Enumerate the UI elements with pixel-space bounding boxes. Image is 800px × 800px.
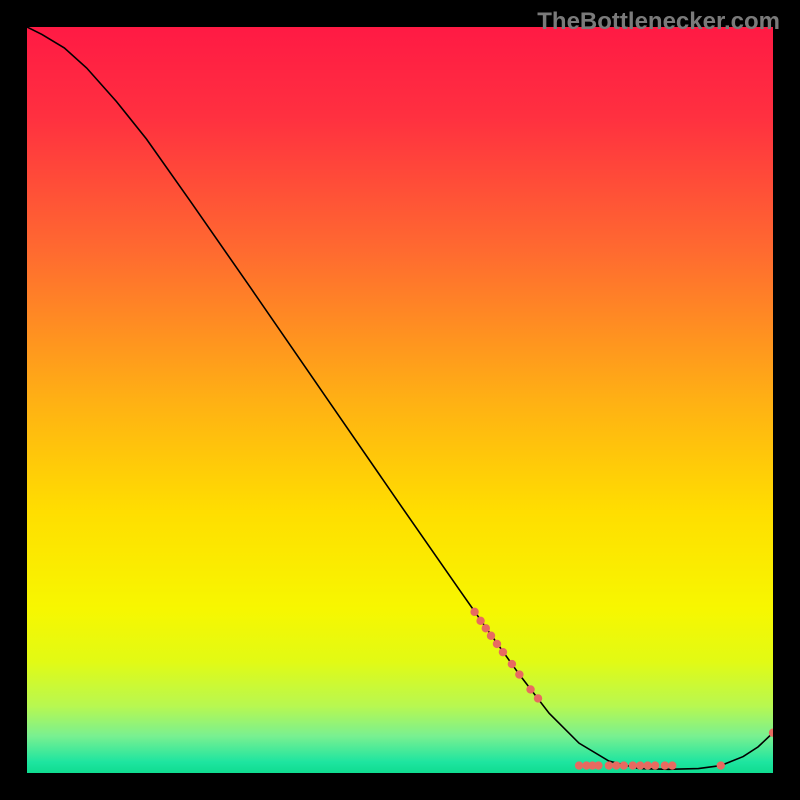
- data-point: [594, 761, 602, 769]
- data-point: [534, 694, 542, 702]
- data-point: [636, 761, 644, 769]
- data-point: [620, 761, 628, 769]
- data-point: [717, 761, 725, 769]
- data-point: [651, 761, 659, 769]
- data-point: [643, 761, 651, 769]
- data-point: [668, 761, 676, 769]
- data-point: [515, 670, 523, 678]
- data-point: [470, 608, 478, 616]
- chart-background: [27, 27, 773, 773]
- data-point: [612, 761, 620, 769]
- chart-container: TheBottlenecker.com: [0, 0, 800, 800]
- plot-area: [27, 27, 773, 773]
- watermark-text: TheBottlenecker.com: [537, 8, 780, 36]
- data-point: [605, 761, 613, 769]
- data-point: [661, 761, 669, 769]
- data-point: [629, 761, 637, 769]
- data-point: [493, 640, 501, 648]
- data-point: [476, 617, 484, 625]
- data-point: [575, 761, 583, 769]
- data-point: [487, 632, 495, 640]
- data-point: [499, 648, 507, 656]
- data-point: [508, 660, 516, 668]
- data-point: [526, 685, 534, 693]
- data-point: [482, 624, 490, 632]
